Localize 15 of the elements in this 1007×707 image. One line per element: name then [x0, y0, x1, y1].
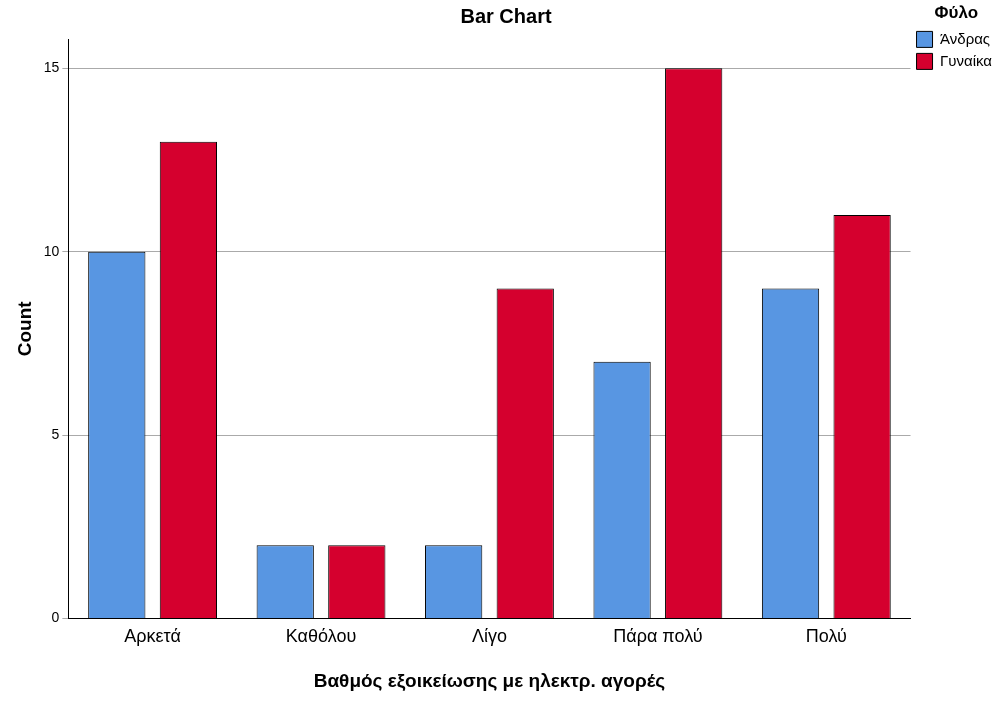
y-axis-title: Count: [13, 300, 35, 357]
chart-title: Bar Chart: [460, 4, 552, 27]
legend-label: Άνδρας: [940, 29, 991, 47]
y-tick-label: 15: [43, 59, 60, 76]
x-axis-title: Βαθμός εξοικείωσης με ηλεκτρ. αγορές: [313, 669, 666, 692]
y-tick-label: 0: [51, 609, 60, 626]
y-tick-label: 5: [51, 426, 60, 443]
x-tick-label: Καθόλου: [285, 626, 357, 647]
x-tick-label: Πολύ: [805, 626, 847, 647]
x-tick-label: Πάρα πολύ: [613, 626, 703, 647]
legend-title: Φύλο: [934, 3, 979, 23]
y-tick-label: 10: [43, 242, 60, 259]
x-tick-label: Αρκετά: [124, 626, 181, 647]
legend-label: Γυναίκα: [940, 51, 993, 69]
x-tick-label: Λίγο: [471, 626, 507, 647]
